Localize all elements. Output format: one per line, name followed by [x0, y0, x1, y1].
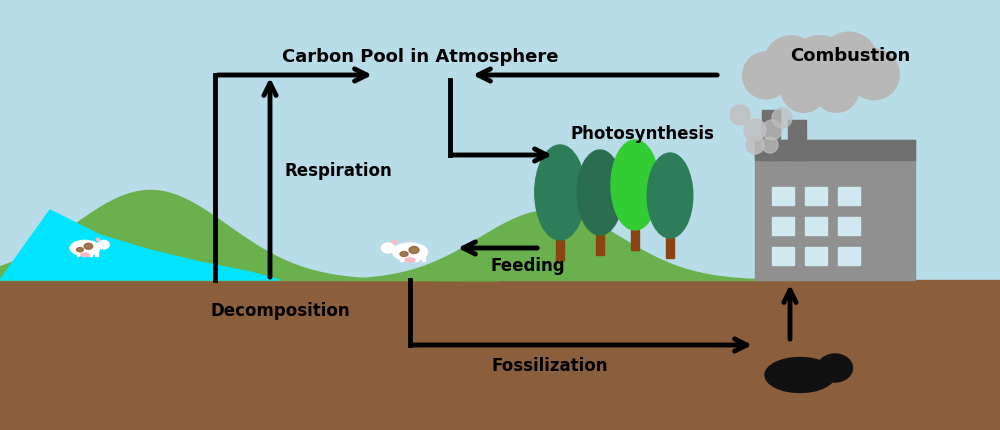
Ellipse shape: [381, 243, 394, 253]
Circle shape: [786, 37, 854, 105]
Bar: [805, 218, 827, 236]
Bar: [838, 218, 860, 236]
Circle shape: [781, 68, 826, 113]
Ellipse shape: [647, 154, 693, 239]
Bar: [788, 121, 806, 161]
Ellipse shape: [70, 241, 100, 256]
Ellipse shape: [611, 141, 659, 230]
Polygon shape: [0, 211, 280, 280]
Ellipse shape: [392, 243, 428, 261]
Ellipse shape: [84, 244, 93, 250]
Bar: [631, 230, 639, 250]
Circle shape: [772, 109, 792, 129]
Bar: [666, 239, 674, 258]
Circle shape: [730, 106, 750, 126]
Circle shape: [746, 137, 764, 155]
Ellipse shape: [393, 241, 397, 244]
Bar: [82, 249, 85, 256]
Ellipse shape: [98, 241, 109, 249]
Bar: [0, 0, 1000, 280]
Bar: [407, 252, 410, 261]
Ellipse shape: [765, 358, 835, 393]
Text: Carbon Pool in Atmosphere: Carbon Pool in Atmosphere: [282, 48, 558, 66]
Bar: [838, 247, 860, 265]
Circle shape: [764, 37, 818, 91]
Bar: [0, 280, 1000, 430]
Text: Decomposition: Decomposition: [210, 301, 350, 319]
Bar: [772, 247, 794, 265]
Bar: [838, 187, 860, 206]
Bar: [556, 240, 564, 261]
Bar: [805, 187, 827, 206]
Ellipse shape: [405, 258, 415, 262]
Ellipse shape: [577, 150, 623, 236]
Bar: [95, 249, 98, 256]
Text: Combustion: Combustion: [790, 47, 910, 65]
Bar: [415, 252, 418, 261]
Bar: [89, 249, 92, 256]
Ellipse shape: [535, 146, 585, 240]
Bar: [755, 141, 915, 161]
Ellipse shape: [400, 252, 408, 257]
Circle shape: [762, 138, 778, 154]
Text: Respiration: Respiration: [285, 162, 393, 180]
Circle shape: [814, 68, 859, 113]
Ellipse shape: [76, 248, 83, 252]
Ellipse shape: [409, 247, 419, 254]
Bar: [422, 252, 425, 261]
Circle shape: [820, 33, 878, 91]
Bar: [805, 247, 827, 265]
Text: Fossilization: Fossilization: [492, 356, 608, 374]
Circle shape: [744, 120, 766, 141]
Bar: [755, 141, 915, 280]
Ellipse shape: [818, 354, 852, 382]
Bar: [772, 218, 794, 236]
Circle shape: [762, 121, 782, 141]
Bar: [762, 111, 780, 161]
Ellipse shape: [81, 254, 89, 257]
Circle shape: [849, 50, 899, 101]
Bar: [772, 187, 794, 206]
Bar: [400, 252, 403, 261]
Bar: [76, 249, 79, 256]
Bar: [596, 236, 604, 255]
Text: Feeding: Feeding: [490, 256, 565, 274]
Ellipse shape: [96, 239, 100, 241]
Text: Photosynthesis: Photosynthesis: [570, 125, 714, 143]
Circle shape: [743, 53, 789, 100]
